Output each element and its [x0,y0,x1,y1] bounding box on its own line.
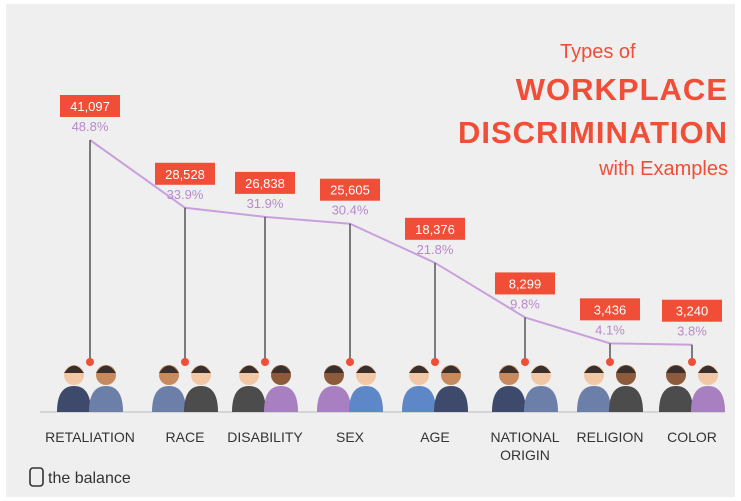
stem-dot [521,358,529,366]
title-line: DISCRIMINATION [458,115,728,150]
stem-dot [606,358,614,366]
percent-label: 30.4% [332,203,369,218]
category-label: SEX [305,428,395,446]
percent-label: 33.9% [167,187,204,202]
percent-label: 31.9% [247,196,284,211]
category-label: RACE [140,428,230,446]
title-line: WORKPLACE [516,72,728,107]
title-line: Types of [560,41,636,63]
count-label: 3,240 [676,304,709,319]
stem-dot [261,358,269,366]
category-label: NATIONAL ORIGIN [480,428,570,464]
category-label: COLOR [647,428,737,446]
stem-dot [431,358,439,366]
count-label: 28,528 [165,167,205,182]
percent-label: 3.8% [677,324,707,339]
count-label: 18,376 [415,222,455,237]
count-label: 25,605 [330,183,370,198]
category-label: RETALIATION [45,428,135,446]
stem-dot [86,358,94,366]
category-label: AGE [390,428,480,446]
brand: the balance [48,470,131,487]
count-label: 41,097 [70,99,110,114]
title-line: with Examples [598,158,728,180]
category-label: DISABILITY [220,428,310,446]
percent-label: 48.8% [72,119,109,134]
infographic: Types of WORKPLACE DISCRIMINATION with E… [0,0,741,501]
percent-label: 21.8% [417,242,454,257]
category-label: RELIGION [565,428,655,446]
stem-dot [181,358,189,366]
chart: Types of WORKPLACE DISCRIMINATION with E… [0,0,741,501]
count-label: 26,838 [245,176,285,191]
count-label: 3,436 [594,302,627,317]
percent-label: 4.1% [595,322,625,337]
stem-dot [688,358,696,366]
count-label: 8,299 [509,276,542,291]
stem-dot [346,358,354,366]
percent-label: 9.8% [510,296,540,311]
